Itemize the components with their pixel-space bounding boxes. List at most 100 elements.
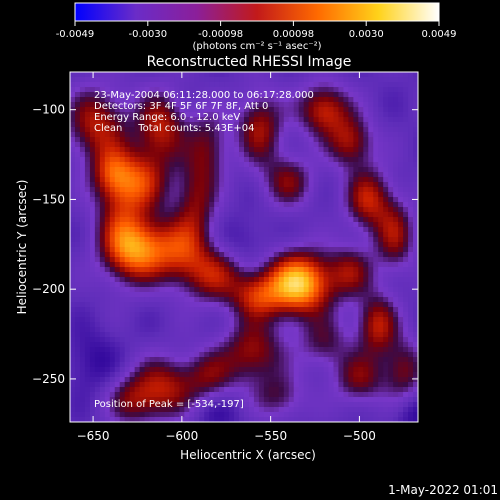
heatmap-cell [174,337,180,343]
heatmap-cell [159,242,166,248]
heatmap-cell [338,217,345,223]
heatmap-cell [194,352,200,358]
heatmap-cell [358,237,364,243]
heatmap-cell [194,102,200,108]
heatmap-cell [189,322,195,328]
heatmap-cell [224,117,230,123]
heatmap-cell [253,337,260,343]
heatmap-cell [353,117,359,123]
x-tick-label: −650 [77,429,110,443]
heatmap-cell [388,337,394,343]
heatmap-cell [373,257,379,263]
heatmap-cell [159,112,166,118]
heatmap-cell [204,307,210,313]
heatmap-cell [368,397,374,403]
heatmap-cell [298,292,305,298]
heatmap-cell [248,192,255,198]
heatmap-cell [323,417,330,422]
heatmap-cell [99,377,106,383]
heatmap-cell [358,212,364,218]
heatmap-cell [139,307,146,313]
heatmap-cell [144,277,151,283]
heatmap-cell [408,72,414,78]
heatmap-cell [109,392,116,398]
heatmap-cell [219,327,225,333]
heatmap-cell [209,362,215,368]
heatmap-cell [343,312,349,318]
heatmap-cell [293,202,300,208]
heatmap-cell [104,127,111,133]
heatmap-cell [94,102,101,108]
heatmap-cell [169,277,175,283]
heatmap-cell [328,157,335,163]
heatmap-cell [209,197,215,203]
heatmap-cell [134,212,141,218]
heatmap-cell [283,222,290,228]
heatmap-cell [144,172,151,178]
heatmap-cell [318,142,325,148]
heatmap-cell [263,77,270,83]
heatmap-cell [288,162,295,168]
heatmap-cell [129,317,136,323]
heatmap-cell [323,292,330,298]
heatmap-cell [323,377,330,383]
heatmap-cell [114,217,121,223]
heatmap-cell [413,112,418,118]
heatmap-cell [99,382,106,388]
heatmap-cell [79,197,86,203]
heatmap-cell [338,417,345,422]
heatmap-cell [413,127,418,133]
heatmap-cell [184,357,190,363]
heatmap-cell [129,382,136,388]
heatmap-cell [79,217,86,223]
heatmap-cell [94,322,101,328]
heatmap-cell [129,322,136,328]
heatmap-cell [258,142,265,148]
heatmap-cell [74,247,81,253]
heatmap-cell [214,142,220,148]
heatmap-cell [89,202,96,208]
heatmap-cell [134,217,141,223]
heatmap-cell [79,247,86,253]
heatmap-cell [313,392,320,398]
heatmap-cell [383,252,389,258]
heatmap-cell [159,92,166,98]
heatmap-cell [204,177,210,183]
heatmap-cell [104,237,111,243]
heatmap-cell [189,172,195,178]
heatmap-cell [149,147,156,153]
heatmap-cell [358,97,364,103]
heatmap-cell [363,387,369,393]
heatmap-cell [234,252,240,258]
heatmap-cell [318,372,325,378]
heatmap-cell [244,127,250,133]
heatmap-cell [199,392,205,398]
heatmap-cell [348,337,354,343]
heatmap-cell [139,147,146,153]
heatmap-cell [343,162,349,168]
heatmap-cell [199,317,205,323]
heatmap-cell [174,82,180,88]
heatmap-cell [70,337,76,343]
heatmap-cell [199,92,205,98]
heatmap-cell [288,277,295,283]
heatmap-cell [89,307,96,313]
heatmap-cell [84,222,91,228]
heatmap-cell [79,202,86,208]
heatmap-cell [179,392,185,398]
heatmap-cell [104,332,111,338]
heatmap-cell [99,112,106,118]
heatmap-cell [368,247,374,253]
heatmap-cell [229,367,235,373]
heatmap-cell [229,247,235,253]
heatmap-cell [154,292,161,298]
heatmap-cell [253,177,260,183]
heatmap-cell [273,102,280,108]
heatmap-cell [84,317,91,323]
heatmap-cell [253,222,260,228]
heatmap-cell [79,147,86,153]
heatmap-cell [179,337,185,343]
heatmap-cell [318,77,325,83]
heatmap-cell [378,332,384,338]
heatmap-cell [104,92,111,98]
